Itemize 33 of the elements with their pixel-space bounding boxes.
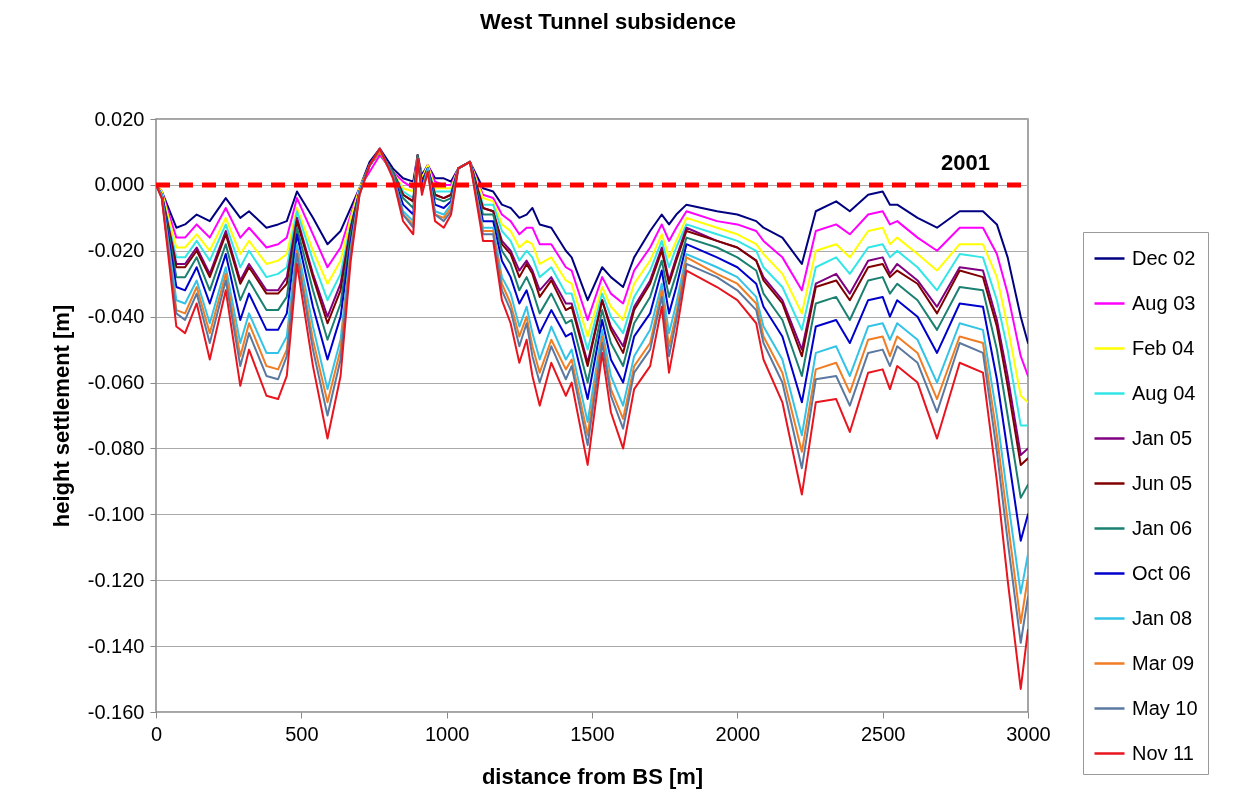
y-tick-label: -0.100 bbox=[87, 502, 145, 525]
legend-label: Feb 04 bbox=[1132, 336, 1195, 359]
legend-label: May 10 bbox=[1132, 696, 1198, 719]
y-axis-title: height settlement [m] bbox=[48, 304, 74, 528]
legend-label: Nov 11 bbox=[1132, 741, 1194, 764]
legend-label: Jan 06 bbox=[1132, 516, 1193, 539]
x-axis-title: distance from BS [m] bbox=[481, 763, 704, 789]
legend-label: Aug 03 bbox=[1132, 291, 1196, 314]
y-tick-label: -0.160 bbox=[87, 700, 145, 723]
y-tick-label: -0.040 bbox=[87, 305, 145, 328]
x-tick-label: 500 bbox=[285, 722, 319, 745]
x-tick-label: 0 bbox=[150, 722, 163, 745]
legend-label: Jan 08 bbox=[1132, 606, 1193, 629]
legend-label: Oct 06 bbox=[1132, 561, 1191, 584]
y-tick-label: -0.060 bbox=[87, 371, 145, 394]
x-tick-label: 1000 bbox=[424, 722, 470, 745]
x-tick-label: 2500 bbox=[860, 722, 906, 745]
series-label: 2001 bbox=[941, 149, 990, 175]
y-tick-label: 0.020 bbox=[94, 107, 145, 130]
y-tick-label: -0.140 bbox=[87, 634, 145, 657]
chart-title: West Tunnel subsidence bbox=[480, 9, 736, 34]
y-tick-label: 0.000 bbox=[94, 173, 145, 196]
y-tick-label: -0.020 bbox=[87, 239, 145, 262]
legend-label: Dec 02 bbox=[1132, 246, 1196, 269]
x-tick-label: 1500 bbox=[570, 722, 615, 745]
legend-label: Jan 05 bbox=[1132, 426, 1193, 449]
y-tick-label: -0.120 bbox=[87, 568, 145, 591]
y-tick-label: -0.080 bbox=[87, 436, 145, 459]
legend-label: Jun 05 bbox=[1132, 471, 1193, 494]
legend-label: Aug 04 bbox=[1132, 381, 1196, 404]
x-tick-label: 2000 bbox=[715, 722, 761, 745]
legend-label: Mar 09 bbox=[1132, 651, 1195, 674]
x-tick-label: 3000 bbox=[1006, 722, 1051, 745]
